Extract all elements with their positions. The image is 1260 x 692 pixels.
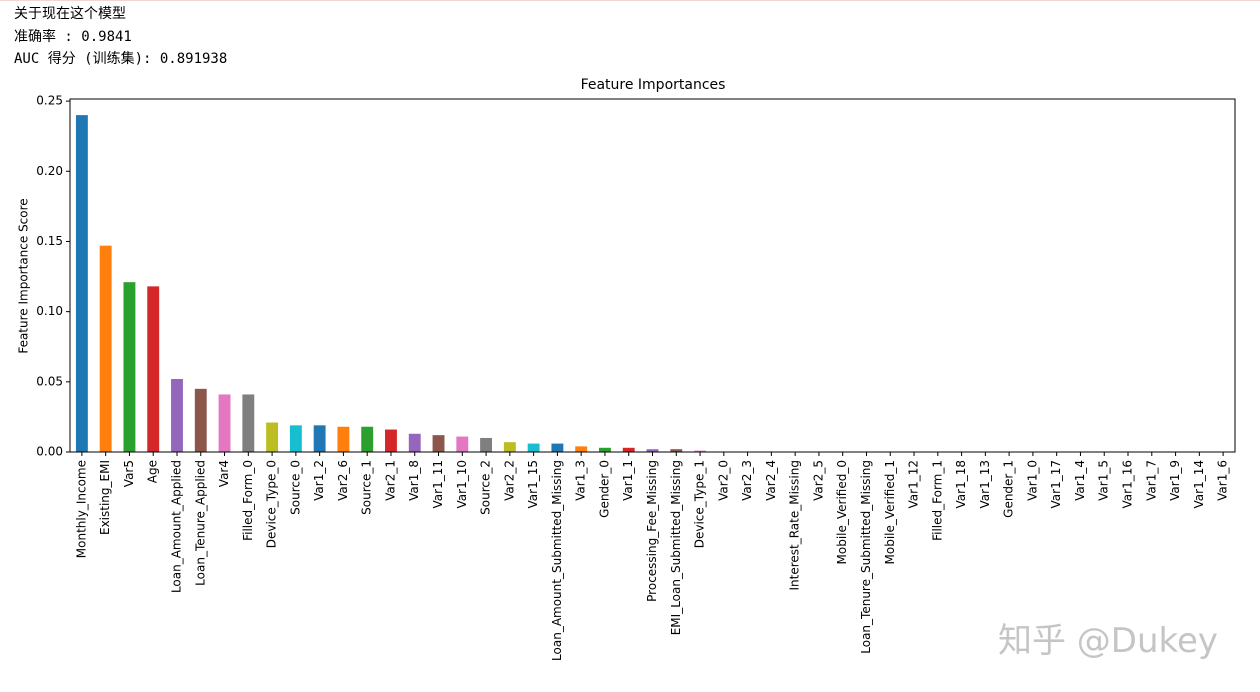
x-tick-label: Var1_3 — [574, 460, 588, 501]
x-tick-label: Interest_Rate_Missing — [788, 460, 802, 591]
x-tick-label: Loan_Tenure_Applied — [193, 460, 207, 586]
x-tick-label: EMI_Loan_Submitted_Missing — [669, 460, 683, 635]
bar — [694, 450, 706, 452]
x-tick-label: Gender_1 — [1002, 460, 1016, 518]
bar — [456, 436, 469, 452]
bar — [75, 115, 88, 453]
y-tick-label: 0.15 — [36, 234, 63, 248]
x-tick-label: Var2_5 — [811, 460, 825, 501]
x-tick-label: Var2_2 — [502, 460, 516, 501]
x-tick-label: Var1_15 — [526, 460, 540, 508]
x-tick-label: Device_Type_1 — [693, 460, 707, 548]
bar — [385, 429, 397, 452]
bar — [599, 447, 611, 452]
x-tick-label: Var2_0 — [716, 460, 730, 501]
bar — [194, 388, 207, 452]
bar — [266, 422, 279, 452]
x-tick-label: Var1_18 — [954, 460, 968, 508]
plot-frame — [69, 98, 1236, 453]
x-tick-label: Source_0 — [288, 460, 302, 515]
output-line: AUC 得分 (训练集): 0.891938 — [14, 51, 228, 67]
bar — [171, 379, 183, 452]
y-tick-label: 0.05 — [36, 374, 63, 388]
x-tick-label: Loan_Tenure_Submitted_Missing — [859, 460, 873, 654]
chart-title: Feature Importances — [581, 77, 726, 93]
watermark: 知乎 @Dukey — [998, 621, 1219, 661]
x-tick-label: Var2_6 — [336, 460, 350, 501]
y-tick-label: 0.20 — [36, 164, 63, 178]
x-tick-label: Source_2 — [479, 460, 493, 515]
bar — [361, 426, 374, 452]
x-tick-label: Var1_11 — [431, 460, 445, 508]
bar — [123, 282, 136, 452]
bar — [147, 286, 160, 452]
x-tick-label: Monthly_Income — [74, 460, 88, 558]
bar — [527, 443, 540, 452]
x-tick-label: Filled_Form_0 — [241, 460, 255, 541]
bar — [622, 447, 635, 452]
x-tick-label: Existing_EMI — [98, 460, 112, 535]
bar — [408, 433, 421, 452]
bar — [503, 442, 516, 452]
bar — [480, 437, 493, 452]
x-tick-label: Source_1 — [360, 460, 374, 515]
bar — [646, 449, 659, 452]
x-tick-label: Gender_0 — [597, 460, 611, 518]
x-tick-label: Device_Type_0 — [265, 460, 279, 548]
x-tick-label: Var1_1 — [621, 460, 635, 501]
y-tick-label: 0.10 — [36, 304, 63, 318]
x-tick-label: Var2_3 — [740, 460, 754, 501]
bar — [551, 443, 564, 452]
x-tick-label: Filled_Form_1 — [930, 460, 944, 541]
x-tick-label: Var1_8 — [407, 460, 421, 501]
bar — [432, 435, 445, 452]
x-tick-label: Loan_Amount_Applied — [169, 460, 183, 593]
bar — [99, 245, 112, 452]
x-tick-label: Var4 — [217, 460, 231, 487]
x-tick-label: Var1_0 — [1025, 460, 1039, 501]
bar — [218, 394, 231, 452]
x-tick-label: Var5 — [122, 460, 136, 487]
x-tick-label: Var1_5 — [1097, 460, 1111, 501]
x-tick-label: Var1_17 — [1049, 460, 1063, 508]
x-tick-label: Var1_4 — [1073, 460, 1087, 501]
x-tick-label: Var1_9 — [1168, 460, 1182, 501]
x-tick-label: Var1_2 — [312, 460, 326, 501]
output-line: 关于现在这个模型 — [14, 6, 126, 22]
x-tick-label: Var1_10 — [455, 460, 469, 508]
bar — [337, 426, 350, 452]
bar — [242, 394, 255, 452]
x-tick-label: Var1_16 — [1121, 460, 1135, 508]
bar — [289, 425, 302, 452]
y-tick-label: 0.00 — [36, 445, 63, 459]
output-line: 准确率 : 0.9841 — [14, 29, 132, 45]
x-tick-label: Age — [146, 460, 160, 483]
x-tick-label: Processing_Fee_Missing — [645, 460, 659, 602]
x-tick-label: Var2_1 — [383, 460, 397, 501]
y-tick-label: 0.25 — [36, 94, 63, 108]
y-axis-label: Feature Importance Score — [17, 198, 31, 353]
x-tick-label: Loan_Amount_Submitted_Missing — [550, 460, 564, 661]
bar — [313, 425, 326, 452]
x-tick-label: Var1_6 — [1216, 460, 1230, 501]
x-tick-label: Var2_4 — [764, 460, 778, 501]
x-tick-label: Mobile_Verified_1 — [883, 460, 897, 564]
x-tick-label: Var1_13 — [978, 460, 992, 508]
x-tick-label: Var1_14 — [1192, 460, 1206, 508]
bar — [670, 449, 683, 452]
x-tick-label: Mobile_Verified_0 — [835, 460, 849, 564]
x-tick-label: Var1_12 — [907, 460, 921, 508]
bar — [575, 446, 588, 452]
x-tick-label: Var1_7 — [1144, 460, 1158, 501]
